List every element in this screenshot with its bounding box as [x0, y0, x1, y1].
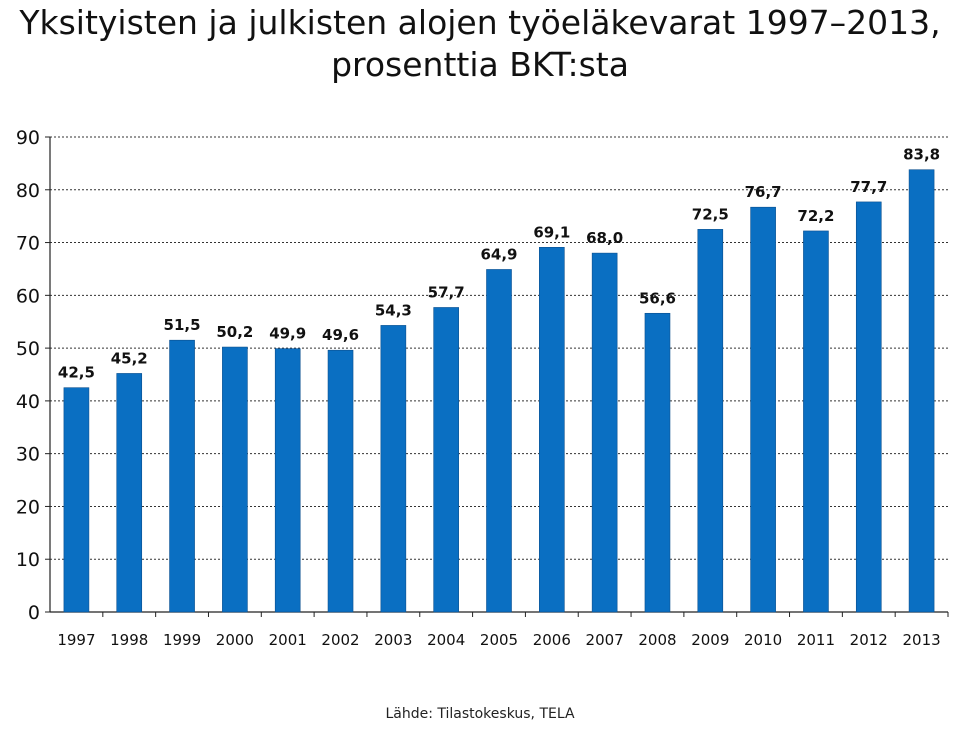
bar: [116, 373, 142, 612]
bar-outline: [855, 201, 882, 613]
x-tick-label: 2004: [427, 631, 465, 649]
x-tick-label: 2001: [269, 631, 307, 649]
chart-title-line-2: prosenttia BKT:sta: [331, 45, 629, 84]
bar: [909, 169, 935, 612]
source-note: Lähde: Tilastokeskus, TELA: [385, 706, 575, 722]
bar: [803, 230, 829, 612]
bar-outline: [486, 269, 512, 613]
data-label: 42,5: [58, 364, 95, 382]
bar: [433, 307, 459, 612]
x-tick-label: 2011: [797, 631, 835, 649]
bar: [644, 313, 670, 612]
bar: [592, 253, 618, 612]
data-label: 49,6: [322, 326, 359, 344]
bar: [222, 347, 248, 612]
bar: [697, 229, 723, 612]
y-tick-label: 90: [16, 127, 40, 149]
bar-outline: [327, 349, 354, 613]
y-tick-label: 0: [28, 602, 40, 624]
data-label: 45,2: [111, 349, 148, 367]
data-label: 49,9: [269, 325, 306, 343]
data-label: 51,5: [164, 316, 201, 334]
x-tick-label: 2009: [691, 631, 729, 649]
y-tick-label: 20: [16, 496, 40, 518]
x-tick-label: 2003: [374, 631, 412, 649]
bar-outline: [222, 346, 248, 613]
data-label: 76,7: [745, 183, 782, 201]
y-tick-label: 70: [16, 233, 40, 255]
bar: [750, 207, 776, 612]
data-labels: 42,5 45,2 51,5 50,2 49,9 49,6 54,3 57,7 64,9 69,1…: [58, 146, 940, 382]
bar-outline: [433, 307, 459, 613]
x-tick-label: 2005: [480, 631, 518, 649]
data-label: 72,5: [692, 205, 729, 223]
bar: [539, 247, 565, 613]
bar: [169, 340, 195, 612]
y-tick-label: 80: [16, 180, 40, 202]
bar-outline: [644, 312, 671, 613]
bar-outline: [63, 387, 90, 613]
y-tick-label: 60: [16, 285, 40, 307]
bar: [328, 350, 354, 612]
bar-outline: [591, 252, 618, 613]
x-tick-label: 2002: [321, 631, 359, 649]
bar-outline: [116, 373, 143, 613]
x-tick-label: 2013: [902, 631, 940, 649]
bar: [380, 325, 406, 612]
bar-outline: [803, 230, 829, 613]
bar-outline: [908, 169, 935, 613]
bar-outline: [697, 229, 724, 613]
x-tick-label: 1997: [57, 631, 95, 649]
x-tick-label: 1998: [110, 631, 148, 649]
x-tick-label: 2012: [850, 631, 888, 649]
bars: [63, 169, 935, 613]
chart-title-line-1: Yksityisten ja julkisten alojen työeläke…: [19, 3, 941, 42]
bar-outline: [750, 206, 776, 613]
x-tick-label: 2007: [586, 631, 624, 649]
data-label: 72,2: [797, 207, 834, 225]
x-tick-label: 2010: [744, 631, 782, 649]
bar: [275, 348, 301, 612]
data-label: 77,7: [850, 178, 887, 196]
data-label: 57,7: [428, 283, 465, 301]
x-tick-label: 2006: [533, 631, 571, 649]
x-axis-ticks: 1997 1998 1999 2000 2001 2002 2003 2004 2005 2006…: [57, 631, 940, 649]
y-tick-label: 30: [16, 444, 40, 466]
bar-outline: [169, 339, 195, 613]
bar: [486, 269, 512, 612]
data-label: 68,0: [586, 229, 623, 247]
data-label: 83,8: [903, 146, 940, 164]
data-label: 56,6: [639, 289, 676, 307]
y-tick-label: 50: [16, 338, 40, 360]
bar-outline: [274, 348, 301, 613]
y-tick-label: 40: [16, 391, 40, 413]
chart-title: Yksityisten ja julkisten alojen työeläke…: [0, 2, 960, 86]
x-tick-label: 2008: [638, 631, 676, 649]
bar: [63, 387, 89, 612]
y-tick-label: 10: [16, 549, 40, 571]
x-tick-label: 2000: [216, 631, 254, 649]
x-tick-label: 1999: [163, 631, 201, 649]
bar-outline: [380, 325, 407, 613]
data-label: 64,9: [480, 245, 517, 263]
data-label: 50,2: [216, 323, 253, 341]
y-axis-ticks: 0 10 20 30 40 50 60 70 80 90: [16, 127, 40, 624]
bar-outline: [539, 247, 565, 613]
data-label: 69,1: [533, 223, 570, 241]
data-label: 54,3: [375, 301, 412, 319]
bar: [856, 201, 882, 612]
